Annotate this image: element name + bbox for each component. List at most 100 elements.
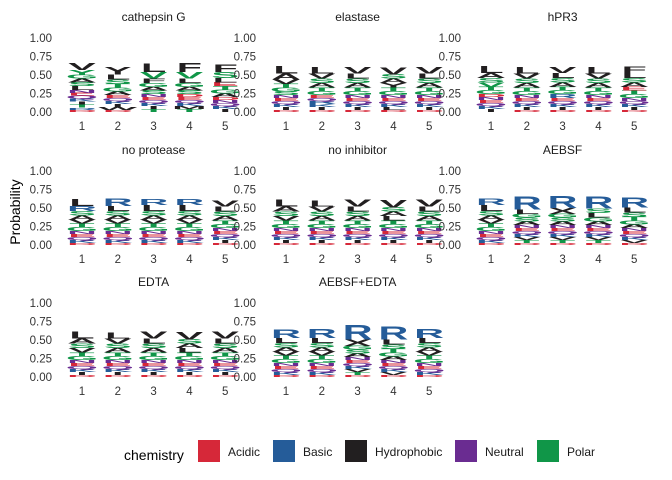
logo-letter: I	[423, 106, 435, 111]
facet-title: cathepsin G	[122, 10, 186, 24]
logo-letter: G	[66, 74, 98, 80]
logo-letter: S	[620, 211, 648, 218]
logo-letter: I	[388, 239, 400, 244]
x-tick-label: 2	[115, 254, 121, 266]
x-tick-label: 1	[488, 121, 494, 133]
legend-swatch-polar	[537, 440, 559, 462]
logo-letter: K	[476, 105, 506, 110]
logo-letter: G	[511, 213, 543, 219]
logo-letter: S	[308, 78, 336, 85]
logo-letter: T	[69, 352, 94, 358]
logo-letter: E	[272, 230, 300, 235]
logo-letter: K	[210, 105, 240, 110]
logo-letter: R	[67, 205, 97, 213]
logo-letter: N	[103, 359, 133, 364]
logo-letter: K	[307, 371, 337, 376]
logo-letter: E	[549, 227, 577, 232]
logo-letter: E	[620, 86, 648, 92]
logo-letter: R	[378, 323, 408, 344]
logo-letter: R	[414, 326, 444, 341]
logo-letter: Q	[173, 365, 205, 370]
logo-letter: K	[174, 239, 204, 244]
logo-letter: K	[378, 103, 408, 108]
logo-letter: D	[512, 109, 542, 112]
logo-letter: R	[174, 198, 204, 207]
logo-letter: R	[307, 326, 337, 341]
logo-letter: K	[414, 103, 444, 108]
y-tick-label: 0.00	[439, 240, 461, 252]
logo-letter: E	[308, 230, 336, 235]
logo-letter: Q	[138, 236, 170, 241]
logo-letter: S	[211, 343, 239, 350]
logo-letter: K	[67, 98, 97, 103]
logo-letter: S	[513, 78, 541, 85]
logo-letter: E	[344, 97, 372, 102]
x-tick-label: 3	[150, 121, 156, 133]
logo-letter: T	[345, 87, 370, 93]
logo-letter: Q	[209, 233, 241, 238]
logo-letter: D	[414, 109, 444, 112]
logo-letter: V	[344, 368, 372, 373]
logo-letter: K	[103, 100, 133, 105]
logo-letter: E	[140, 97, 168, 102]
logo-letter: S	[140, 343, 168, 350]
y-tick-label: 0.00	[30, 240, 52, 252]
logo-letter: A	[414, 346, 444, 353]
logo-letter: T	[177, 223, 202, 229]
y-tick-label: 0.50	[30, 203, 52, 215]
logo-letter: A	[343, 353, 373, 359]
facet-title: hPR3	[548, 10, 578, 24]
x-tick-label: 2	[319, 121, 325, 133]
logo-letter: T	[309, 220, 334, 226]
logo-letter: V	[585, 236, 613, 241]
logo-letter: N	[512, 224, 542, 229]
logo-letter: T	[213, 85, 238, 91]
x-tick-label: 2	[524, 254, 530, 266]
y-tick-label: 0.75	[30, 52, 52, 64]
logo-letter: V	[308, 72, 336, 80]
logo-letter: I	[148, 371, 160, 376]
logo-letter: T	[381, 87, 406, 93]
logo-letter: S	[620, 77, 648, 84]
logo-letter: T	[417, 355, 442, 361]
logo-letter: V	[68, 347, 96, 354]
logo-letter: A	[476, 214, 506, 221]
logo-letter: D	[307, 109, 337, 112]
logo-letter: S	[68, 82, 96, 88]
logo-letter: V	[211, 199, 239, 208]
logo-letter: K	[271, 371, 301, 376]
logo-letter: Q	[582, 100, 614, 105]
logo-letter: S	[513, 217, 541, 223]
logo-letter: L	[514, 66, 539, 76]
x-tick-label: 5	[222, 254, 228, 266]
logo-letter: Q	[475, 102, 507, 107]
logo-letter: N	[210, 227, 240, 232]
logo-letter: S	[104, 343, 132, 350]
x-tick-label: 5	[426, 386, 432, 398]
logo-letter: K	[307, 236, 337, 241]
logo-letter: D	[378, 109, 408, 112]
logo-letter: V	[308, 351, 336, 357]
x-tick-label: 4	[186, 254, 193, 266]
legend: chemistry Acidic Basic Hydrophobic Neutral P…	[124, 440, 595, 463]
logo-letter: Q	[618, 100, 650, 105]
logo-letter: A	[271, 346, 301, 353]
logo-letter: L	[381, 106, 406, 111]
logo-letter: K	[103, 239, 133, 244]
logo-letter: G	[475, 90, 507, 96]
logo-letter: S	[585, 78, 613, 85]
logo-letter: S	[477, 77, 505, 84]
logo-letter: Q	[413, 233, 445, 238]
logo-letter: T	[273, 83, 298, 89]
logo-letter: T	[417, 87, 442, 93]
facet-title: AEBSF+EDTA	[319, 275, 396, 289]
logo-letter: N	[619, 227, 649, 232]
logo-letter: R	[103, 196, 133, 208]
logo-letter: E	[176, 362, 204, 367]
logo-letter: R	[307, 100, 337, 105]
x-tick-label: 1	[79, 254, 85, 266]
logo-letter: G	[377, 90, 409, 96]
logo-letter: T	[105, 352, 130, 358]
logo-letter: G	[547, 213, 579, 219]
logo-letter: G	[475, 226, 507, 232]
